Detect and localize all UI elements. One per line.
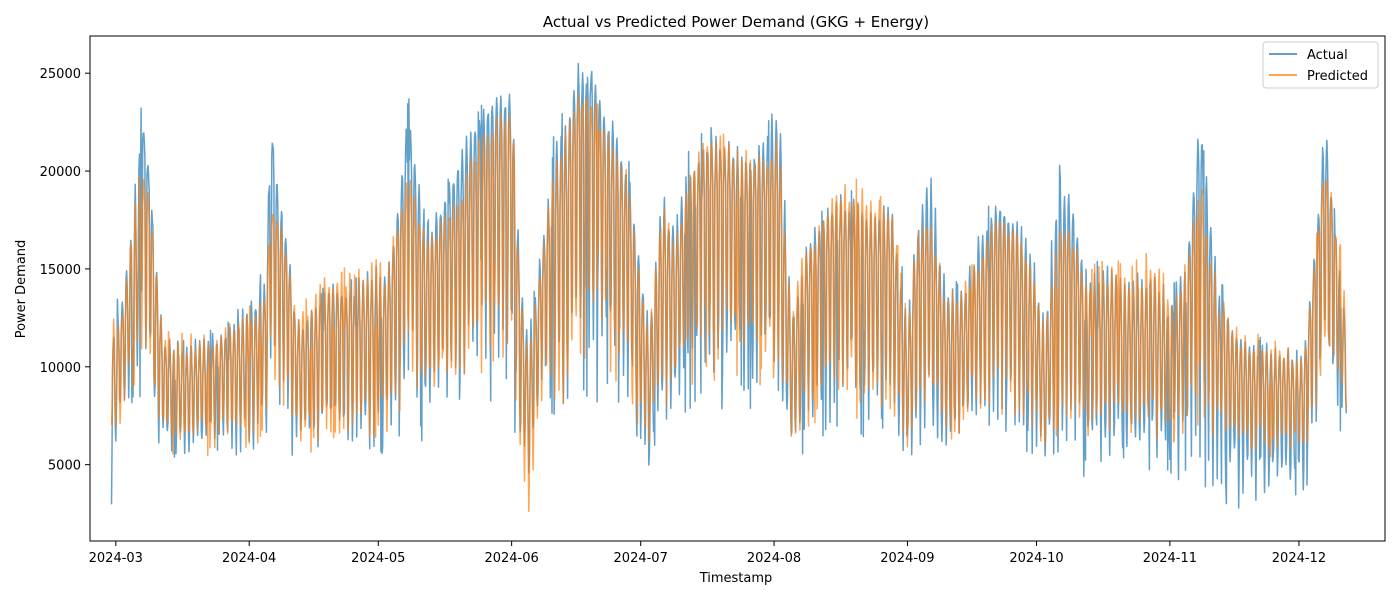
chart-title: Actual vs Predicted Power Demand (GKG + …	[543, 13, 929, 31]
x-tick-label: 2024-07	[614, 551, 668, 566]
y-axis-title: Power Demand	[14, 240, 29, 339]
y-tick-label: 15000	[40, 263, 81, 278]
y-tick-label: 20000	[40, 165, 81, 180]
plot-frame	[89, 35, 1386, 542]
x-tick-label: 2024-04	[222, 551, 276, 566]
x-tick-label: 2024-03	[89, 551, 143, 566]
legend-label-actual: Actual	[1307, 48, 1348, 63]
y-axis: 5000 10000 15000 20000 25000	[40, 67, 90, 474]
x-tick-label: 2024-06	[484, 551, 538, 566]
y-tick-label: 5000	[48, 459, 81, 474]
x-tick-label: 2024-11	[1143, 551, 1197, 566]
x-axis-title: Timestamp	[699, 571, 773, 586]
legend: Actual Predicted	[1262, 41, 1379, 89]
y-tick-label: 25000	[40, 67, 81, 82]
series-line-predicted	[110, 93, 1348, 513]
y-tick-label: 10000	[40, 361, 81, 376]
x-tick-label: 2024-10	[1009, 551, 1063, 566]
x-tick-label: 2024-12	[1272, 551, 1326, 566]
series-layer	[110, 62, 1348, 513]
x-tick-label: 2024-05	[351, 551, 405, 566]
x-axis: 2024-03 2024-04 2024-05 2024-06 2024-07 2024-…	[89, 541, 1326, 566]
legend-label-predicted: Predicted	[1307, 69, 1368, 84]
x-tick-label: 2024-08	[747, 551, 801, 566]
x-tick-label: 2024-09	[880, 551, 934, 566]
